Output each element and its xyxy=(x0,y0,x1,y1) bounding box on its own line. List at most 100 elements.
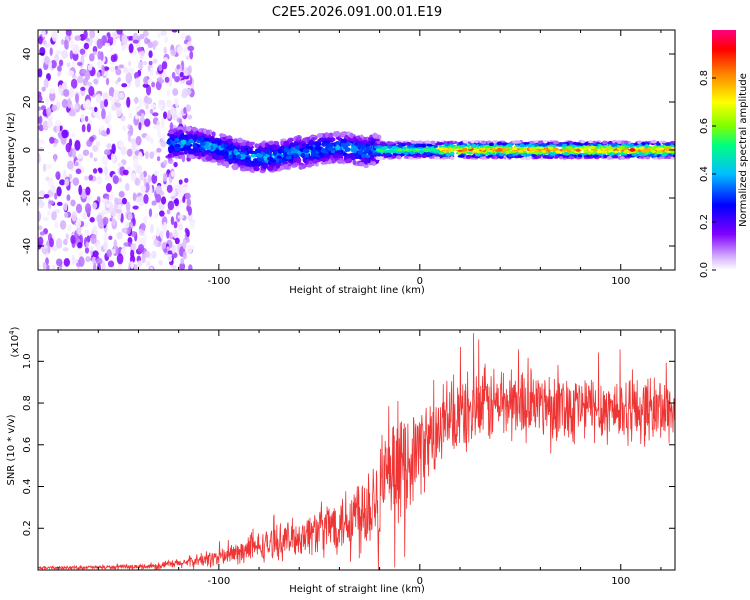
spectrogram-cell xyxy=(57,71,62,77)
spectrogram-cell xyxy=(78,250,84,257)
spectrogram-cell xyxy=(248,141,254,148)
spectrogram-cell xyxy=(669,150,675,154)
spectrogram-cell xyxy=(150,223,154,234)
spectrogram-cell xyxy=(159,230,164,239)
spectrogram-cell xyxy=(382,145,388,150)
spectrogram-cell xyxy=(672,154,675,158)
spectrogram-cell xyxy=(188,154,195,159)
spectrogram-cell xyxy=(541,142,548,147)
spectrogram-cell xyxy=(56,201,63,207)
spectrogram-cell xyxy=(155,193,162,203)
spectrogram-cell xyxy=(552,144,556,148)
spectrogram-cell xyxy=(51,244,58,252)
spectrogram-cell xyxy=(130,173,137,182)
spectrogram-cell xyxy=(47,115,53,122)
spectrogram-cell xyxy=(168,76,173,87)
spectrogram-cell xyxy=(133,49,137,56)
spectrogram-cell xyxy=(134,72,139,80)
spectrogram-cell xyxy=(211,131,216,137)
spectrogram-cell xyxy=(55,171,61,180)
spectrogram-cell xyxy=(49,91,56,102)
spectrogram-cell xyxy=(185,104,192,113)
spectrogram-cell xyxy=(417,154,422,158)
spectrogram-cell xyxy=(166,100,172,108)
spectrogram-cell xyxy=(89,217,95,223)
spectrogram-cell xyxy=(416,140,423,144)
spectrogram-cell xyxy=(592,140,597,144)
spectrogram-cell xyxy=(660,140,667,144)
spectrogram-cell xyxy=(156,226,160,237)
spectrogram-cell xyxy=(57,65,62,72)
spectrogram-cell xyxy=(79,48,86,55)
snr-ytick-label: 0.4 xyxy=(22,479,33,495)
spectrogram-cell xyxy=(426,152,431,156)
spectrogram-cell xyxy=(111,31,119,38)
spectrogram-cell xyxy=(65,30,72,37)
spectrogram-ticks: -100 0 100 -40 -20 0 20 40 xyxy=(22,30,675,287)
spectrogram-cell xyxy=(163,159,168,166)
spectrogram-cell xyxy=(205,150,211,154)
snr-ytick-label: 0.6 xyxy=(22,437,33,453)
spectrogram-cell xyxy=(120,115,126,122)
spectrogram-cell xyxy=(89,136,95,142)
spectrogram-cell xyxy=(612,143,618,147)
spectrogram-cell xyxy=(227,139,233,144)
spectrogram-cell xyxy=(107,111,112,123)
spectrogram-cell xyxy=(74,35,82,41)
spectrogram-cell xyxy=(656,142,661,146)
spectrogram-cell xyxy=(149,137,154,144)
spectrogram-cell xyxy=(95,114,102,120)
spectrogram-cell xyxy=(192,134,198,141)
spectrogram-cell xyxy=(127,237,133,244)
spectrogram-cell xyxy=(182,239,187,250)
spectrogram-cell xyxy=(64,178,70,187)
spectrogram-cell xyxy=(232,139,237,143)
spectrogram-ytick-label: 40 xyxy=(22,48,33,61)
snr-series-line xyxy=(38,333,675,570)
spectrogram-cell xyxy=(445,150,450,153)
spectrogram-cell xyxy=(106,143,112,149)
spectrogram-cell xyxy=(85,84,89,92)
spectrogram-cell xyxy=(448,147,453,152)
spectrogram-cell xyxy=(101,155,109,165)
spectrogram-cell xyxy=(379,141,386,146)
spectrogram-cell xyxy=(38,36,43,45)
spectrogram-cell xyxy=(571,156,575,160)
spectrogram-ytick-label: 0 xyxy=(22,147,33,153)
spectrogram-cell xyxy=(153,239,159,247)
spectrogram-cell xyxy=(152,42,156,50)
spectrogram-cell xyxy=(101,64,105,76)
snr-scale-label: (x104) xyxy=(8,326,21,357)
spectrogram-cell xyxy=(51,211,57,221)
spectrogram-cell xyxy=(117,262,123,270)
spectrogram-cell xyxy=(177,223,183,231)
spectrogram-cell xyxy=(387,145,392,149)
spectrogram-cell xyxy=(173,97,178,104)
spectrogram-cell xyxy=(217,155,224,160)
spectrogram-cell xyxy=(443,141,448,144)
spectrogram-cell xyxy=(121,197,127,205)
spectrogram-cell xyxy=(111,104,117,112)
spectrogram-cell xyxy=(297,150,302,155)
spectrogram-cell xyxy=(162,172,168,182)
spectrogram-cell xyxy=(118,177,122,183)
spectrogram-cell xyxy=(528,151,534,155)
spectrogram-cell xyxy=(75,217,82,228)
snr-scale-prefix: (x10 xyxy=(10,335,21,358)
spectrogram-cell xyxy=(421,154,427,159)
spectrogram-cell xyxy=(160,141,167,148)
spectrogram-cell xyxy=(503,146,509,151)
spectrogram-cell xyxy=(157,32,162,39)
spectrogram-cell xyxy=(467,146,472,150)
spectrogram-cell xyxy=(96,263,101,270)
spectrogram-cell xyxy=(66,194,71,201)
spectrogram-cell xyxy=(409,151,415,155)
spectrogram-cell xyxy=(47,120,54,128)
spectrogram-cell xyxy=(99,100,105,110)
spectrogram-cell xyxy=(48,200,55,205)
spectrogram-cell xyxy=(608,153,613,157)
spectrogram-cell xyxy=(335,144,341,151)
spectrogram-cell xyxy=(603,154,608,159)
spectrogram-cell xyxy=(115,209,122,214)
spectrogram-cell xyxy=(65,142,72,153)
